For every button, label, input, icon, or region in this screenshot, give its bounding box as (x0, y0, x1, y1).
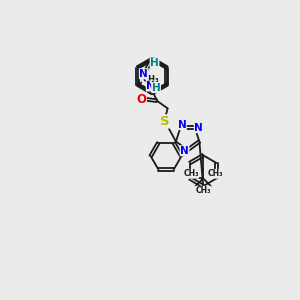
Text: N: N (180, 146, 189, 156)
Text: S: S (160, 115, 169, 128)
Text: N: N (140, 69, 148, 79)
Text: N: N (194, 123, 203, 133)
Text: H: H (152, 82, 161, 93)
Text: H: H (150, 58, 159, 68)
Text: CH₃: CH₃ (142, 75, 159, 84)
Text: O: O (136, 93, 146, 106)
Text: CH₃: CH₃ (195, 186, 211, 195)
Text: CH₃: CH₃ (208, 169, 223, 178)
Text: N: N (146, 81, 155, 91)
Text: N: N (178, 120, 186, 130)
Text: CH₃: CH₃ (183, 169, 199, 178)
